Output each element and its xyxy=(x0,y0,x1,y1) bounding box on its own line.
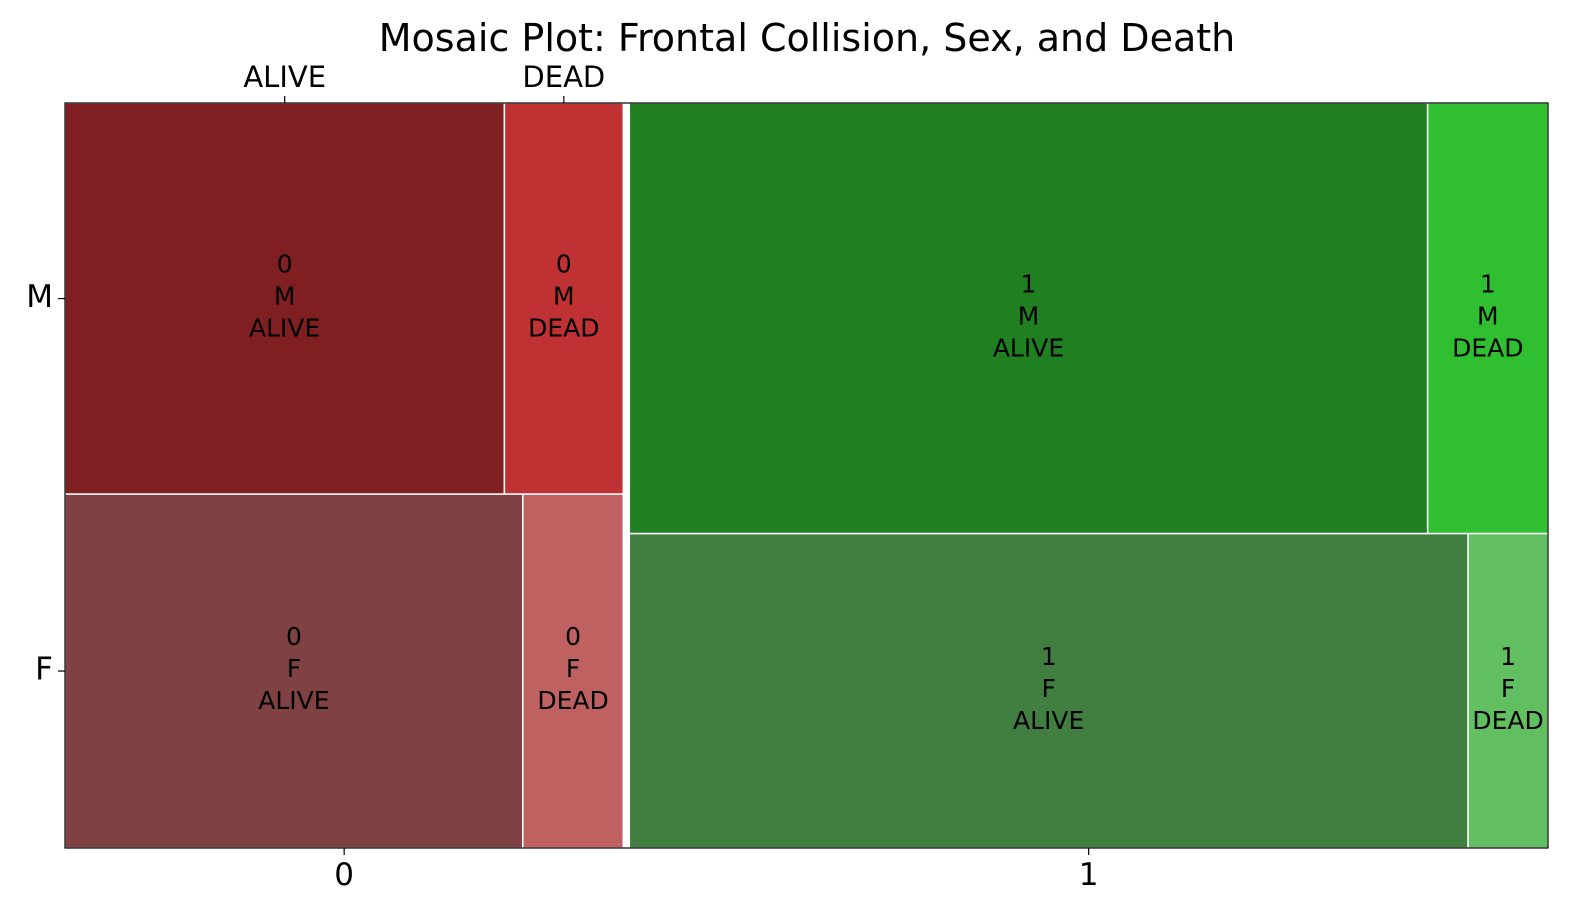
tile-1-f-dead xyxy=(1467,532,1549,849)
tile-label-0-m-dead-line3: DEAD xyxy=(528,314,599,343)
y-tick-label-m: M xyxy=(26,279,53,315)
y-tick-label-f: F xyxy=(35,652,53,688)
tile-1-m-dead xyxy=(1426,102,1549,535)
tile-label-0-m-dead-line1: 0 xyxy=(556,250,572,279)
axes-layer: 0 1 M F ALIVE DEAD xyxy=(26,60,1549,893)
tile-label-1-m-dead-line3: DEAD xyxy=(1452,333,1523,362)
tile-label-1-m-dead-line2: M xyxy=(1477,301,1499,330)
tile-label-1-f-alive-line3: ALIVE xyxy=(1013,706,1084,735)
tile-label-0-f-alive-line1: 0 xyxy=(286,622,302,651)
tile-label-1-m-dead-line1: 1 xyxy=(1480,269,1496,298)
tile-label-1-m-alive-line3: ALIVE xyxy=(993,333,1064,362)
x-tick-label-0: 0 xyxy=(334,857,354,893)
top-tick-label-alive: ALIVE xyxy=(243,60,326,94)
tile-label-0-f-dead-line1: 0 xyxy=(565,622,581,651)
tile-label-0-m-alive-line1: 0 xyxy=(277,250,293,279)
tile-label-1-f-dead-line3: DEAD xyxy=(1472,706,1543,735)
tile-label-1-f-alive-line2: F xyxy=(1041,674,1055,703)
tile-1-f-alive xyxy=(628,532,1469,849)
x-tick-label-1: 1 xyxy=(1079,857,1099,893)
tile-label-0-m-alive-line3: ALIVE xyxy=(249,314,320,343)
tile-label-1-f-dead-line2: F xyxy=(1501,674,1515,703)
top-tick-label-dead: DEAD xyxy=(522,60,605,94)
tile-label-1-m-alive-line1: 1 xyxy=(1021,269,1037,298)
tile-0-f-dead xyxy=(522,493,625,849)
plot-frame xyxy=(64,102,1549,849)
tile-label-1-f-alive-line1: 1 xyxy=(1041,642,1057,671)
chart-title: Mosaic Plot: Frontal Collision, Sex, and… xyxy=(379,16,1235,60)
tile-0-m-alive xyxy=(64,102,506,495)
tile-label-0-f-dead-line3: DEAD xyxy=(537,686,608,715)
tile-label-0-f-alive-line2: F xyxy=(287,654,301,683)
tile-label-0-m-alive-line2: M xyxy=(274,282,296,311)
tile-label-0-f-dead-line2: F xyxy=(566,654,580,683)
tile-label-1-f-dead-line1: 1 xyxy=(1500,642,1516,671)
tile-label-0-m-dead-line2: M xyxy=(553,282,575,311)
tile-0-m-dead xyxy=(503,102,625,495)
tiles-layer xyxy=(64,102,1549,849)
tile-labels-layer: 0 M ALIVE 0 M DEAD 0 F ALIVE 0 F DEAD 1 M ALIVE 1 M DEAD 1… xyxy=(249,250,1544,735)
tile-label-0-f-alive-line3: ALIVE xyxy=(258,686,329,715)
tile-0-f-alive xyxy=(64,493,524,849)
tile-label-1-m-alive-line2: M xyxy=(1018,301,1040,330)
tile-1-m-alive xyxy=(628,102,1429,535)
